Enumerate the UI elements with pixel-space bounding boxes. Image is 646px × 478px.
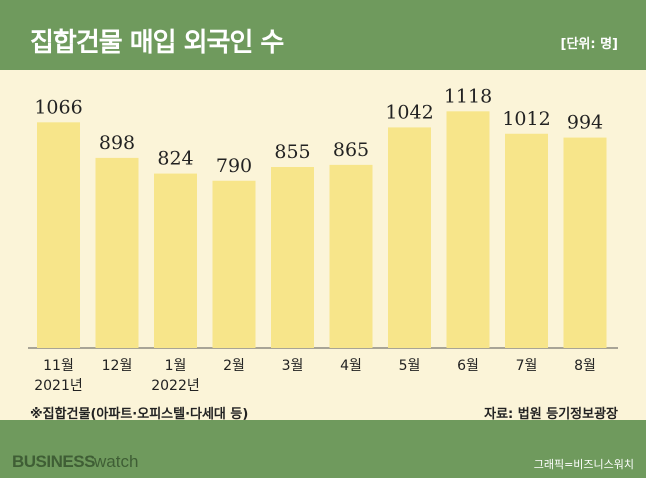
footer: BUSINESS watch 그래픽=비즈니스워치	[0, 432, 646, 478]
bar	[95, 157, 139, 348]
data-label: 1118	[444, 85, 492, 107]
category-label: 2022년	[151, 378, 200, 394]
data-label: 824	[157, 148, 193, 170]
page-title: 집합건물 매입 외국인 수	[30, 28, 284, 58]
bar	[505, 133, 548, 348]
data-label: 1066	[34, 96, 82, 118]
category-label: 2월	[223, 358, 245, 374]
data-label: 1012	[502, 108, 550, 130]
bar-chart: 1066 11월 2021년 898 12월 824 1월 2022년 790 2월 855 3월 86…	[28, 85, 618, 394]
bar	[563, 137, 607, 348]
category-label: 4월	[340, 358, 362, 374]
category-label: 2021년	[34, 378, 83, 394]
category-label: 11월	[43, 358, 74, 374]
graphic-credit: 그래픽=비즈니스워치	[533, 458, 634, 471]
category-label: 5월	[399, 358, 421, 374]
category-label: 6월	[457, 358, 479, 374]
brand-logo-business: BUSINESS	[12, 452, 95, 471]
bar	[212, 180, 256, 348]
data-label: 855	[274, 141, 310, 163]
data-label: 994	[567, 112, 603, 134]
source-label: 자료: 법원 등기정보광장	[484, 407, 618, 422]
bar	[329, 164, 373, 348]
category-label: 1월	[165, 358, 187, 374]
bar	[271, 166, 314, 348]
category-label: 3월	[282, 358, 304, 374]
unit-label: [단위: 명]	[560, 37, 619, 52]
data-label: 898	[99, 132, 135, 154]
bar	[388, 127, 431, 348]
category-label: 7월	[516, 358, 538, 374]
chart-panel: 1066 11월 2021년 898 12월 824 1월 2022년 790 2월 855 3월 86…	[0, 70, 646, 420]
data-label: 1042	[385, 101, 433, 123]
category-label: 12월	[102, 358, 133, 374]
footnote: ※집합건물(아파트·오피스텔·다세대 등)	[30, 407, 249, 422]
data-label: 790	[216, 155, 252, 177]
brand-logo-watch: watch	[94, 452, 139, 471]
category-label: 8월	[574, 358, 596, 374]
bar	[446, 111, 490, 348]
bar	[154, 173, 197, 348]
bar	[37, 122, 80, 348]
data-label: 865	[333, 139, 369, 161]
